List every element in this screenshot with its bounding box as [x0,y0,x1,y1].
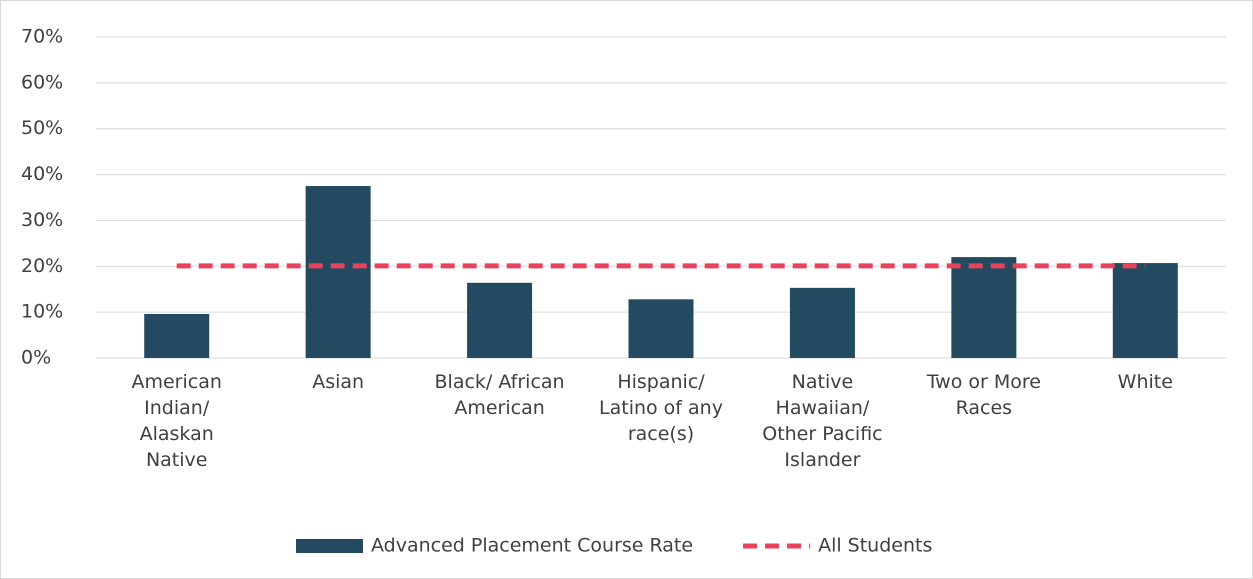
x-tick-label: Native Hawaiian/ Other Pacific Islander [762,371,883,471]
y-tick-label: 30% [21,209,63,231]
x-tick-label: Asian [312,371,365,393]
x-tick-label: White [1117,371,1173,393]
bar [789,287,855,358]
x-tick-label: Black/ African American [434,371,565,419]
y-tick-label: 20% [21,255,63,277]
legend-swatch [296,539,363,553]
legend-label: All Students [818,535,932,557]
bar [305,186,371,358]
legend-label: Advanced Placement Course Rate [371,535,693,557]
x-tick-label: American Indian/ Alaskan Native [131,371,222,471]
x-tick-label: Hispanic/ Latino of any race(s) [599,371,723,445]
y-tick-label: 60% [21,71,63,93]
bar [628,299,694,358]
y-tick-label: 10% [21,301,63,323]
y-tick-label: 40% [21,163,63,185]
y-tick-label: 70% [21,26,63,48]
bar [951,257,1017,358]
y-tick-label: 0% [21,347,51,369]
y-tick-label: 50% [21,117,63,139]
bar [144,313,210,358]
bar [467,282,533,358]
bar [1112,263,1178,358]
x-tick-label: Two or More Races [926,371,1041,419]
